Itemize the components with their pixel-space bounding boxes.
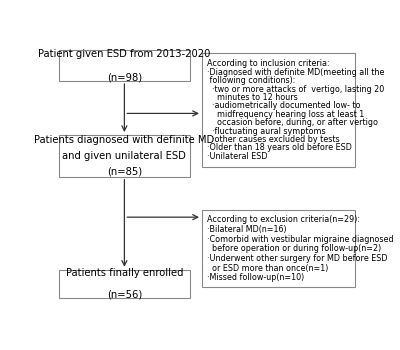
Text: According to exclusion criteria(n=29):: According to exclusion criteria(n=29): xyxy=(206,215,360,224)
Text: ·two or more attacks of  vertigo, lasting 20: ·two or more attacks of vertigo, lasting… xyxy=(206,85,384,93)
Text: occasion before, during, or after vertigo: occasion before, during, or after vertig… xyxy=(206,118,378,127)
Text: ·Diagnosed with definite MD(meeting all the: ·Diagnosed with definite MD(meeting all … xyxy=(206,68,384,77)
Text: (n=98): (n=98) xyxy=(107,72,142,82)
FancyBboxPatch shape xyxy=(202,210,355,287)
FancyBboxPatch shape xyxy=(59,135,190,177)
Text: ·audiometrically documented low- to: ·audiometrically documented low- to xyxy=(206,102,360,110)
Text: ·Older than 18 years old before ESD: ·Older than 18 years old before ESD xyxy=(206,144,352,152)
Text: ·Underwent other surgery for MD before ESD: ·Underwent other surgery for MD before E… xyxy=(206,254,387,263)
FancyBboxPatch shape xyxy=(59,50,190,81)
Text: or ESD more than once(n=1): or ESD more than once(n=1) xyxy=(206,264,328,273)
Text: following conditions):: following conditions): xyxy=(206,76,295,85)
FancyBboxPatch shape xyxy=(59,270,190,298)
Text: (n=85): (n=85) xyxy=(107,167,142,176)
Text: ·Comorbid with vestibular migraine diagnosed: ·Comorbid with vestibular migraine diagn… xyxy=(206,235,393,244)
Text: (n=56): (n=56) xyxy=(107,289,142,300)
Text: ·Unilateral ESD: ·Unilateral ESD xyxy=(206,152,267,161)
Text: ·Bilateral MD(n=16): ·Bilateral MD(n=16) xyxy=(206,225,286,234)
Text: midfrequency hearing loss at least 1: midfrequency hearing loss at least 1 xyxy=(206,110,364,119)
FancyBboxPatch shape xyxy=(202,53,355,167)
Text: Patient given ESD from 2013-2020: Patient given ESD from 2013-2020 xyxy=(38,49,210,59)
Text: Patients diagnosed with definite MD: Patients diagnosed with definite MD xyxy=(34,135,214,145)
Text: ·other causes excluded by tests: ·other causes excluded by tests xyxy=(206,135,339,144)
Text: ·fluctuating aural symptoms: ·fluctuating aural symptoms xyxy=(206,127,325,135)
Text: minutes to 12 hours: minutes to 12 hours xyxy=(206,93,297,102)
Text: According to inclusion criteria:: According to inclusion criteria: xyxy=(206,60,329,68)
Text: before operation or during follow-up(n=2): before operation or during follow-up(n=2… xyxy=(206,244,381,253)
Text: Patients finally enrolled: Patients finally enrolled xyxy=(66,268,183,278)
Text: ·Missed follow-up(n=10): ·Missed follow-up(n=10) xyxy=(206,273,304,282)
Text: and given unilateral ESD: and given unilateral ESD xyxy=(62,151,186,161)
